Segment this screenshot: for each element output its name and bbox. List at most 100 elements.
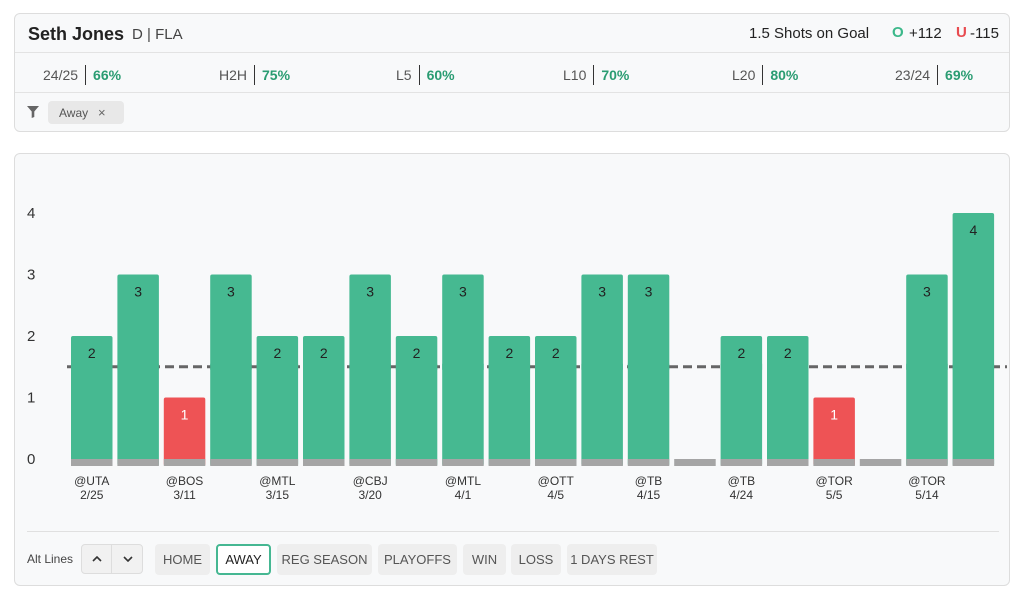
x-tick-opponent: @OTT (538, 474, 575, 488)
bar (210, 274, 252, 466)
stat-label: 23/24 (895, 67, 931, 83)
bar-base (349, 459, 391, 466)
bar (627, 274, 670, 466)
x-tick-date: 4/1 (455, 488, 472, 502)
stat-24-25[interactable]: 24/25 66% (43, 65, 121, 85)
bar-value-label: 3 (645, 284, 653, 300)
x-tick-opponent: @UTA (74, 474, 109, 488)
x-tick-date: 4/24 (730, 488, 754, 502)
bar-overlay (303, 363, 345, 370)
chart-divider (27, 531, 999, 532)
stat-divider (254, 65, 256, 85)
bar-overlay (535, 363, 577, 370)
bar-value-label: 2 (320, 345, 328, 361)
stat-value: 60% (426, 67, 455, 83)
close-icon[interactable]: × (98, 105, 106, 120)
stat-label: H2H (219, 67, 248, 83)
stat-label: L10 (563, 67, 587, 83)
stat-h2h[interactable]: H2H 75% (219, 65, 290, 85)
bar-value-label: 2 (88, 345, 96, 361)
filter-chip-away: Away × (48, 101, 124, 124)
bar-base (581, 459, 623, 466)
bar-overlay (627, 363, 670, 370)
bar (163, 397, 206, 466)
hit-rate-row: 24/25 66% H2H 75% L5 60% L10 70% L20 80% 23/2… (15, 53, 1009, 93)
player-position: D | FLA (132, 26, 183, 43)
bar-overlay (117, 363, 159, 370)
chevron-up-icon[interactable] (82, 545, 112, 573)
filter-button-win[interactable]: WIN (463, 544, 506, 575)
stat-23-24[interactable]: 23/24 69% (895, 65, 973, 85)
bar-base (163, 459, 206, 466)
x-tick-opponent: @CBJ (353, 474, 388, 488)
filter-button-away[interactable]: AWAY (216, 544, 271, 575)
chevron-down-icon[interactable] (113, 545, 143, 573)
bar-base (813, 459, 855, 466)
under-icon[interactable]: U (956, 24, 967, 41)
stat-divider (85, 65, 87, 85)
bar-overlay (488, 363, 531, 370)
stat-l5[interactable]: L5 60% (396, 65, 455, 85)
x-tick-date: 4/15 (637, 488, 661, 502)
bar-overlay (395, 363, 438, 370)
stat-label: L20 (732, 67, 756, 83)
bar-base (488, 459, 531, 466)
bar-base (627, 459, 670, 466)
bar-overlay (442, 363, 484, 370)
over-icon[interactable]: O (892, 24, 904, 41)
stat-divider (418, 65, 420, 85)
under-odds[interactable]: -115 (970, 25, 999, 42)
bar-overlay (906, 363, 948, 370)
chart-card: 0 1 2 3 4 2 3 1 3 2 2 3 2 3 2 2 3 3 2 2 1 3 4 @UTA 2/25 @BOS 3/11 @… (14, 153, 1010, 586)
bar-base (117, 459, 159, 466)
bar-value-label: 3 (459, 284, 467, 300)
bar-base (395, 459, 438, 466)
bar (581, 274, 623, 466)
bar (813, 397, 855, 466)
stat-l10[interactable]: L10 70% (563, 65, 629, 85)
title-row: Seth Jones D | FLA 1.5 Shots on Goal O +… (15, 14, 1009, 53)
filter-row: Away × (15, 93, 1009, 133)
x-tick-date: 4/5 (547, 488, 564, 502)
filter-button-days-rest[interactable]: 1 DAYS REST (567, 544, 657, 575)
alt-line-stepper (81, 544, 143, 574)
bar (442, 274, 484, 466)
bar-base (535, 459, 577, 466)
bar-overlay (720, 363, 763, 370)
x-tick-opponent: @TOR (816, 474, 854, 488)
bar-value-label: 3 (923, 284, 931, 300)
bar-base (256, 459, 299, 466)
bar-overlay (256, 363, 299, 370)
bar-base (720, 459, 763, 466)
filter-button-reg-season[interactable]: REG SEASON (277, 544, 372, 575)
stat-l20[interactable]: L20 80% (732, 65, 798, 85)
bar-base (442, 459, 484, 466)
filter-button-home[interactable]: HOME (155, 544, 210, 575)
bar-base (210, 459, 252, 466)
x-tick-date: 2/25 (80, 488, 104, 502)
bar (117, 274, 159, 466)
bar-overlay (767, 363, 809, 370)
y-tick-label: 0 (27, 451, 35, 468)
bar-base (71, 459, 113, 466)
bar-base (859, 459, 902, 466)
stat-divider (593, 65, 595, 85)
over-odds[interactable]: +112 (909, 25, 942, 42)
funnel-icon[interactable] (27, 106, 39, 118)
bar-base (674, 459, 716, 466)
bar-overlay (210, 363, 252, 370)
filter-button-loss[interactable]: LOSS (511, 544, 561, 575)
x-tick-opponent: @BOS (166, 474, 204, 488)
bar-value-label: 3 (134, 284, 142, 300)
stat-value: 80% (770, 67, 799, 83)
filter-button-playoffs[interactable]: PLAYOFFS (378, 544, 457, 575)
x-tick-date: 3/20 (358, 488, 382, 502)
x-tick-opponent: @MTL (259, 474, 296, 488)
bar (349, 274, 391, 466)
player-name: Seth Jones (28, 24, 125, 44)
x-tick-date: 3/11 (173, 488, 196, 502)
bar-overlay (581, 363, 623, 370)
filter-chip-label: Away (59, 105, 89, 120)
x-tick-opponent: @TB (728, 474, 756, 488)
